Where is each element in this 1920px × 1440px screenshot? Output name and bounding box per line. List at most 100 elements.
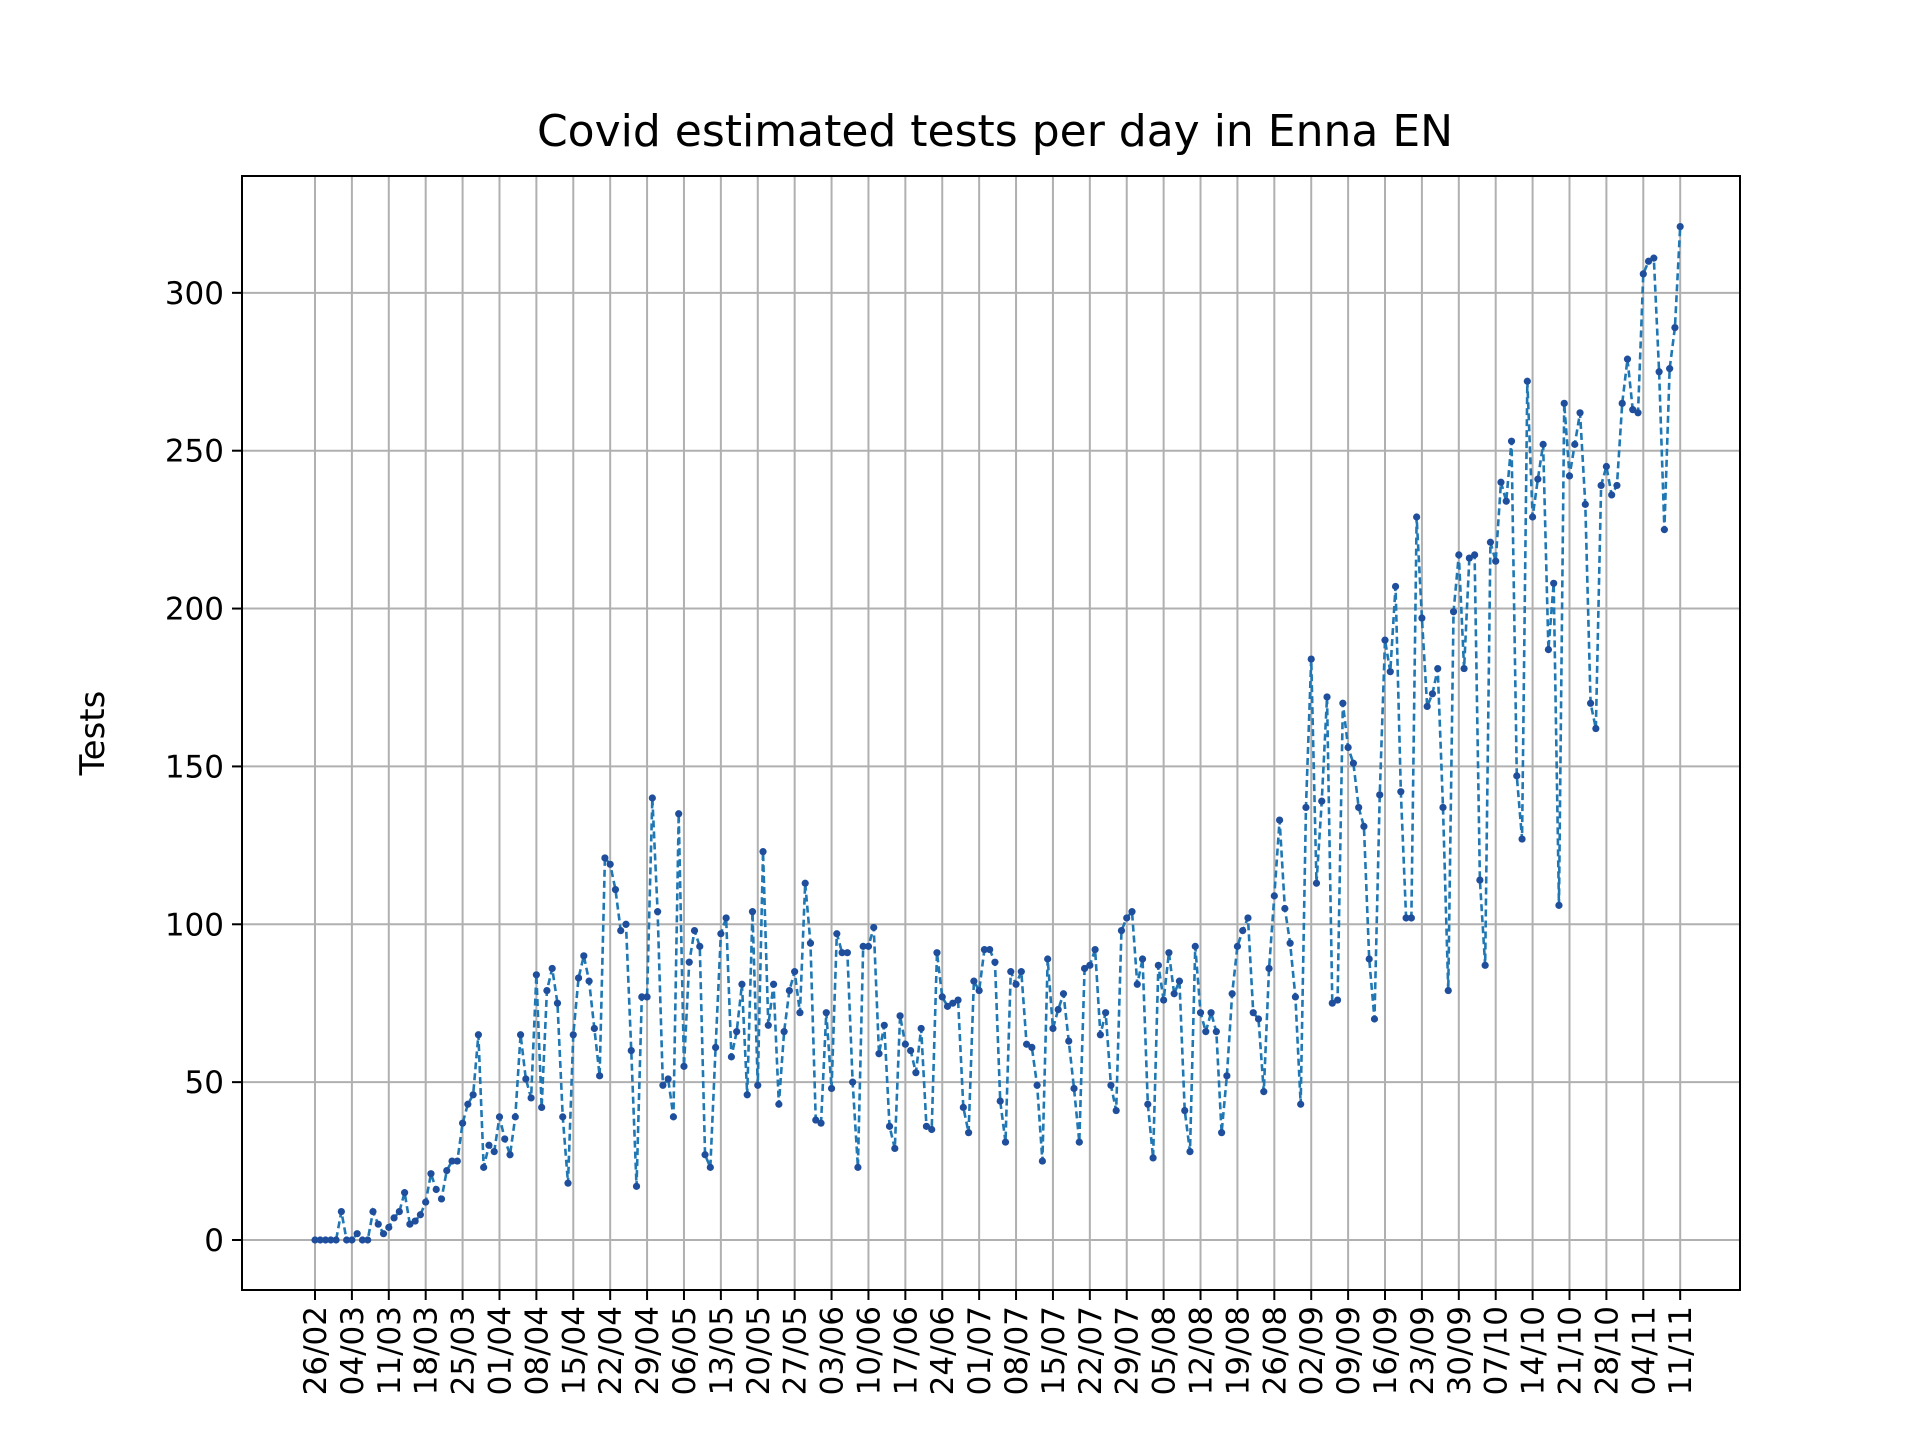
data-point <box>321 1236 330 1244</box>
x-tick-label: 18/03 <box>409 1306 445 1395</box>
data-point <box>1091 945 1099 954</box>
data-point <box>965 1129 973 1137</box>
data-point <box>1138 955 1147 963</box>
data-point <box>922 1122 931 1130</box>
data-point <box>1333 996 1342 1004</box>
data-point <box>411 1217 419 1225</box>
y-tick-label: 200 <box>165 592 224 628</box>
x-tick-label: 26/02 <box>298 1306 334 1395</box>
y-tick-label: 250 <box>165 434 224 470</box>
data-point <box>1265 964 1273 973</box>
data-point <box>648 794 656 802</box>
data-point <box>1344 743 1352 752</box>
data-point <box>675 810 683 818</box>
x-tick-label: 02/09 <box>1294 1306 1330 1395</box>
data-point <box>701 1151 709 1159</box>
x-tick-label: 16/09 <box>1368 1306 1404 1395</box>
data-point <box>1117 926 1126 935</box>
data-point <box>1028 1043 1036 1052</box>
data-point <box>775 1100 783 1108</box>
data-point <box>1207 1009 1215 1017</box>
data-point <box>827 1084 836 1093</box>
data-point <box>1623 355 1632 363</box>
data-point <box>754 1081 762 1089</box>
data-point <box>1044 955 1052 963</box>
x-tick-label: 21/10 <box>1552 1306 1588 1395</box>
x-tick-label: 06/05 <box>667 1306 703 1395</box>
data-point <box>401 1189 409 1197</box>
data-point <box>1254 1015 1263 1023</box>
data-point <box>822 1009 830 1017</box>
x-tick-label: 10/06 <box>851 1306 887 1395</box>
data-point <box>348 1236 356 1244</box>
data-point <box>1507 437 1516 445</box>
data-point <box>791 968 799 976</box>
data-point <box>864 942 873 950</box>
y-tick-label: 50 <box>185 1065 224 1101</box>
data-point <box>1381 636 1389 644</box>
data-point <box>353 1230 361 1238</box>
data-point <box>1370 1015 1379 1023</box>
data-point <box>1007 968 1015 976</box>
data-point <box>859 942 867 950</box>
data-point <box>1175 977 1184 985</box>
x-tick-label: 26/08 <box>1257 1306 1293 1395</box>
data-point <box>569 1031 577 1039</box>
data-point <box>980 945 989 954</box>
x-tick-label: 29/07 <box>1110 1306 1146 1395</box>
data-point <box>1107 1081 1115 1089</box>
data-point <box>1070 1084 1078 1093</box>
data-point <box>617 926 625 935</box>
data-point <box>311 1236 319 1244</box>
x-tick-label: 30/09 <box>1442 1306 1478 1395</box>
data-point <box>1355 803 1363 812</box>
data-point <box>896 1012 904 1020</box>
data-point <box>1486 538 1495 546</box>
data-point <box>1534 475 1542 483</box>
data-point <box>654 908 662 916</box>
data-point <box>369 1207 377 1216</box>
data-point <box>1544 646 1553 654</box>
y-tick-label: 0 <box>204 1223 224 1259</box>
data-point <box>1644 257 1653 265</box>
data-point <box>332 1236 340 1244</box>
data-point <box>1239 926 1247 935</box>
data-point <box>1402 914 1410 922</box>
data-point <box>664 1075 672 1083</box>
data-point <box>1555 901 1563 909</box>
data-point <box>559 1113 567 1121</box>
data-point <box>427 1170 435 1178</box>
y-tick-label: 150 <box>165 749 224 785</box>
data-point <box>1218 1129 1226 1137</box>
data-point <box>743 1091 751 1099</box>
data-point <box>1423 702 1431 711</box>
data-point <box>1349 759 1357 767</box>
data-point <box>395 1207 403 1216</box>
data-point <box>1065 1037 1073 1045</box>
data-point <box>1302 803 1310 812</box>
data-point <box>532 971 540 979</box>
x-tick-label: 08/07 <box>999 1306 1035 1395</box>
data-point <box>1518 835 1526 843</box>
data-point <box>1086 961 1094 969</box>
data-point <box>1439 803 1447 812</box>
data-point <box>1244 914 1252 922</box>
data-point <box>611 885 620 894</box>
data-point <box>390 1214 398 1222</box>
data-point <box>1376 791 1384 799</box>
data-point <box>1133 980 1141 988</box>
x-tick-label: 11/03 <box>372 1306 408 1395</box>
data-point <box>1529 513 1537 521</box>
data-point <box>364 1236 372 1244</box>
data-point <box>1186 1148 1194 1156</box>
data-point <box>727 1053 736 1061</box>
data-point <box>1497 478 1505 486</box>
data-point <box>1418 614 1426 622</box>
data-point <box>1481 961 1489 969</box>
data-point <box>849 1078 857 1086</box>
x-tick-label: 22/07 <box>1073 1306 1109 1395</box>
data-point <box>1655 368 1663 376</box>
data-point <box>806 939 815 947</box>
data-point <box>928 1125 936 1134</box>
data-point <box>1550 579 1558 587</box>
